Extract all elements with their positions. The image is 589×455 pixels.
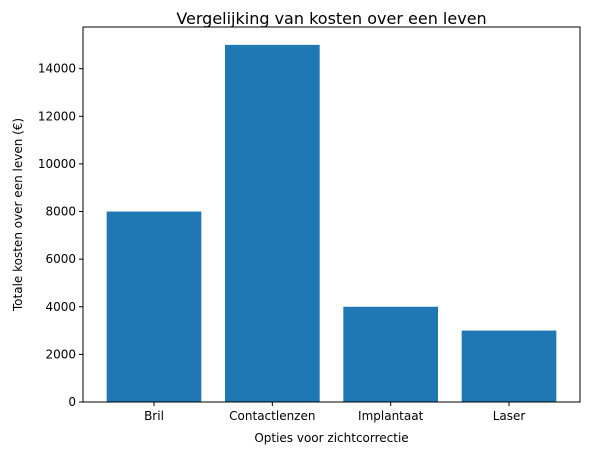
y-tick-label: 12000 <box>38 109 76 123</box>
y-tick-label: 10000 <box>38 157 76 171</box>
y-tick-label: 0 <box>68 395 76 409</box>
x-axis-label: Opties voor zichtcorrectie <box>254 431 408 445</box>
x-tick-label: Bril <box>144 409 164 423</box>
bar-laser <box>461 330 557 402</box>
x-tick-label: Laser <box>493 409 526 423</box>
y-tick-label: 8000 <box>45 205 76 219</box>
plot-frame <box>82 26 581 403</box>
bar-implantaat <box>343 306 438 402</box>
chart-title: Vergelijking van kosten over een leven <box>176 9 486 28</box>
y-axis-label: Totale kosten over een leven (€) <box>11 118 25 312</box>
y-tick-label: 4000 <box>45 300 76 314</box>
y-tick-label: 14000 <box>38 62 76 76</box>
bar-bril <box>106 211 202 402</box>
y-axis: 0 2000 4000 6000 8000 10000 12000 14000 <box>38 62 83 409</box>
y-tick-label: 6000 <box>45 252 76 266</box>
bar-contactlenzen <box>225 44 320 402</box>
y-tick-label: 2000 <box>45 347 76 361</box>
x-tick-label: Implantaat <box>358 409 424 423</box>
bars-group <box>106 44 557 402</box>
x-tick-label: Contactlenzen <box>229 409 315 423</box>
x-axis: Bril Contactlenzen Implantaat Laser <box>144 402 525 423</box>
